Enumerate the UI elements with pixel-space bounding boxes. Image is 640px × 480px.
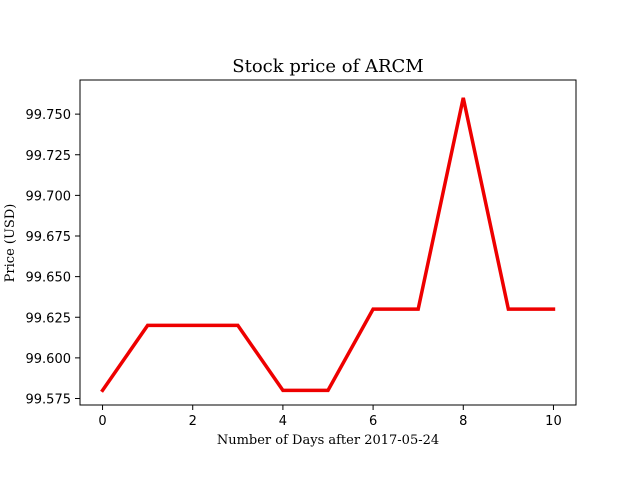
y-tick-label: 99.600 (26, 352, 72, 367)
x-tick-label: 0 (98, 414, 106, 429)
y-axis-label: Price (USD) (3, 204, 18, 283)
x-tick-label: 10 (545, 414, 562, 429)
y-tick-label: 99.700 (26, 189, 72, 204)
y-tick-label: 99.675 (26, 230, 72, 245)
x-tick-label: 4 (279, 414, 287, 429)
x-tick-label: 6 (369, 414, 377, 429)
y-tick-label: 99.750 (26, 108, 72, 123)
y-tick-label: 99.725 (26, 149, 72, 164)
y-tick-label: 99.650 (26, 271, 72, 286)
y-tick-label: 99.575 (26, 393, 72, 408)
series-line-0 (100, 97, 556, 393)
x-axis-label: Number of Days after 2017-05-24 (217, 433, 439, 448)
x-tick-label: 2 (189, 414, 197, 429)
plot-area: 0 2 4 6 8 10 99.575 99.600 99.625 99.650 99.675 99.… (26, 79, 577, 429)
plot-frame (79, 79, 577, 406)
y-tick-label: 99.625 (26, 311, 72, 326)
x-tick-label: 8 (459, 414, 467, 429)
chart-title: Stock price of ARCM (232, 56, 423, 77)
